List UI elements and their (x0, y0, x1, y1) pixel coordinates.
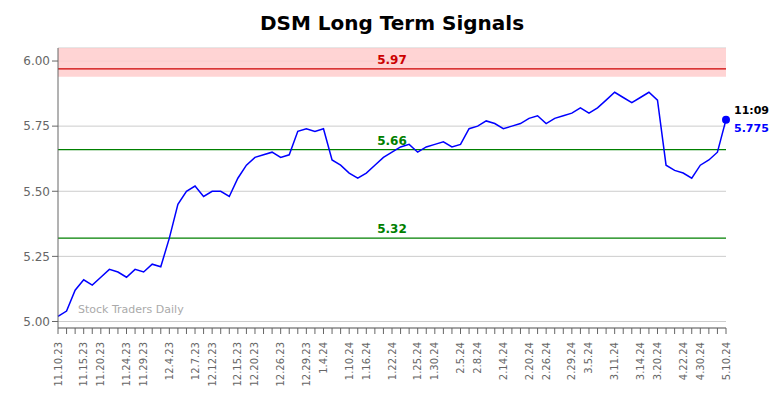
svg-text:5.75: 5.75 (23, 119, 50, 133)
svg-text:1.25.24: 1.25.24 (412, 342, 423, 380)
svg-text:12.26.23: 12.26.23 (275, 342, 286, 387)
svg-text:12.20.23: 12.20.23 (249, 342, 260, 387)
svg-text:4.30.24: 4.30.24 (695, 342, 706, 380)
svg-text:12.7.23: 12.7.23 (190, 342, 201, 380)
svg-text:1.22.24: 1.22.24 (387, 342, 398, 380)
svg-text:1.10.24: 1.10.24 (344, 342, 355, 380)
svg-text:5.50: 5.50 (23, 185, 50, 199)
svg-text:11.29.23: 11.29.23 (138, 342, 149, 387)
svg-text:3.11.24: 3.11.24 (609, 342, 620, 380)
svg-text:5.10.24: 5.10.24 (721, 342, 732, 380)
svg-text:11.15.23: 11.15.23 (78, 342, 89, 387)
svg-text:3.5.24: 3.5.24 (583, 342, 594, 374)
svg-text:2.20.24: 2.20.24 (524, 342, 535, 380)
svg-text:4.22.24: 4.22.24 (678, 342, 689, 380)
svg-text:1.16.24: 1.16.24 (361, 342, 372, 380)
svg-text:11:09: 11:09 (734, 104, 769, 117)
svg-text:5.25: 5.25 (23, 250, 50, 264)
svg-text:1.30.24: 1.30.24 (429, 342, 440, 380)
svg-text:12.15.23: 12.15.23 (232, 342, 243, 387)
svg-text:5.97: 5.97 (377, 53, 407, 67)
svg-text:11.10.23: 11.10.23 (53, 342, 64, 387)
html-text:DSM Long Term Signals: DSM Long Term Signals (259, 11, 525, 35)
svg-text:5.32: 5.32 (377, 222, 407, 236)
svg-text:1.4.24: 1.4.24 (318, 342, 329, 374)
svg-text:3.20.24: 3.20.24 (652, 342, 663, 380)
svg-text:2.29.24: 2.29.24 (566, 342, 577, 380)
svg-text:11.24.23: 11.24.23 (121, 342, 132, 387)
svg-text:12.4.23: 12.4.23 (164, 342, 175, 380)
svg-text:11.20.23: 11.20.23 (95, 342, 106, 387)
html-text:Stock Traders Daily: Stock Traders Daily (78, 303, 184, 316)
svg-text:5.66: 5.66 (377, 134, 407, 148)
svg-text:2.8.24: 2.8.24 (472, 342, 483, 374)
svg-text:12.12.23: 12.12.23 (207, 342, 218, 387)
svg-text:3.14.24: 3.14.24 (635, 342, 646, 380)
svg-text:5.775: 5.775 (734, 122, 769, 135)
svg-text:6.00: 6.00 (23, 54, 50, 68)
svg-text:12.29.23: 12.29.23 (301, 342, 312, 387)
svg-text:2.26.24: 2.26.24 (541, 342, 552, 380)
svg-text:5.00: 5.00 (23, 315, 50, 329)
svg-text:2.5.24: 2.5.24 (455, 342, 466, 374)
svg-text:2.14.24: 2.14.24 (498, 342, 509, 380)
